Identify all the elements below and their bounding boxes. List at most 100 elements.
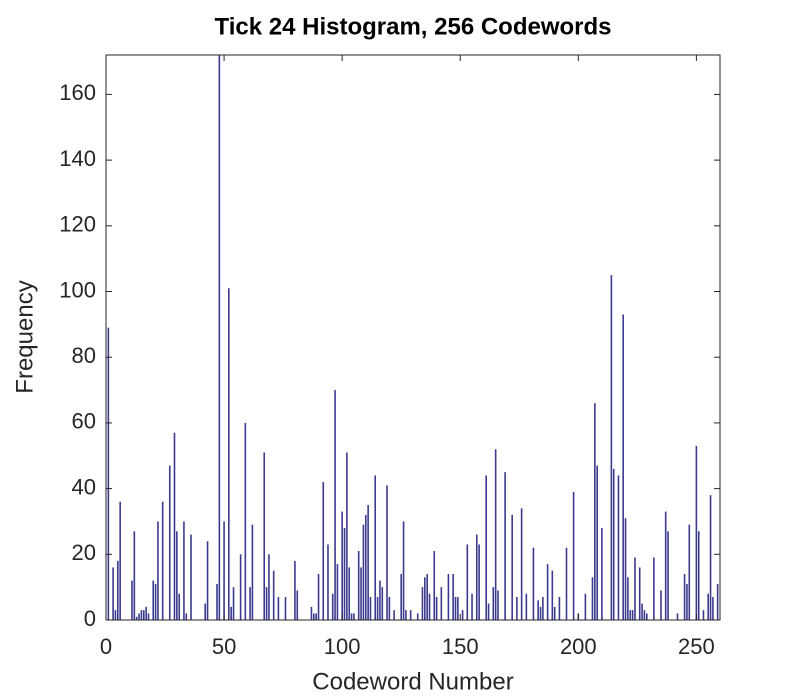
bar bbox=[664, 511, 667, 620]
bar bbox=[667, 531, 669, 620]
bar bbox=[140, 610, 143, 620]
bar bbox=[268, 554, 270, 620]
bar bbox=[565, 547, 568, 620]
bar bbox=[553, 606, 556, 620]
y-tick-label: 20 bbox=[72, 540, 96, 565]
y-tick-label: 120 bbox=[59, 212, 96, 237]
bar bbox=[707, 593, 709, 620]
bar bbox=[492, 587, 495, 620]
bar bbox=[624, 518, 627, 620]
bar bbox=[634, 557, 636, 620]
bar bbox=[676, 613, 679, 620]
x-tick-label: 150 bbox=[442, 634, 479, 659]
y-tick-label: 140 bbox=[59, 146, 96, 171]
bar bbox=[537, 600, 539, 620]
bar bbox=[218, 55, 221, 620]
bar bbox=[584, 593, 587, 620]
bar bbox=[364, 514, 367, 620]
bar bbox=[421, 587, 424, 620]
bar bbox=[138, 613, 140, 620]
bar bbox=[152, 580, 155, 620]
bar bbox=[133, 531, 136, 620]
bar bbox=[223, 521, 225, 620]
x-tick-label: 50 bbox=[212, 634, 236, 659]
bar bbox=[313, 613, 315, 620]
bar bbox=[424, 577, 426, 620]
bar bbox=[348, 567, 351, 620]
bar bbox=[112, 567, 114, 620]
chart-title: Tick 24 Histogram, 256 Codewords bbox=[214, 13, 611, 40]
bar bbox=[686, 583, 688, 620]
bar bbox=[591, 577, 594, 620]
bar bbox=[487, 603, 490, 620]
bar bbox=[381, 587, 384, 620]
bar bbox=[161, 501, 164, 620]
bar bbox=[416, 613, 419, 620]
y-axis-label: Frequency bbox=[11, 280, 38, 393]
bar bbox=[712, 597, 714, 620]
bar bbox=[178, 593, 181, 620]
bar bbox=[532, 547, 535, 620]
bar bbox=[695, 445, 698, 620]
bar bbox=[341, 511, 343, 620]
x-tick-label: 0 bbox=[100, 634, 112, 659]
bar bbox=[183, 521, 185, 620]
bar bbox=[653, 557, 655, 620]
bar bbox=[353, 613, 355, 620]
bar bbox=[638, 567, 641, 620]
bar bbox=[107, 327, 110, 620]
bar bbox=[612, 468, 615, 620]
bar bbox=[542, 597, 544, 620]
bar bbox=[350, 613, 353, 620]
bar bbox=[145, 606, 147, 620]
bar bbox=[185, 613, 188, 620]
x-tick-label: 200 bbox=[560, 634, 597, 659]
bar bbox=[643, 610, 646, 620]
bar bbox=[494, 449, 497, 620]
bar bbox=[277, 597, 280, 620]
bar bbox=[475, 534, 478, 620]
bar bbox=[265, 587, 268, 620]
bar bbox=[400, 574, 402, 620]
bar bbox=[601, 528, 603, 620]
y-tick-label: 100 bbox=[59, 277, 96, 302]
bar bbox=[516, 597, 518, 620]
y-tick-label: 0 bbox=[84, 606, 96, 631]
bar bbox=[525, 593, 528, 620]
bar bbox=[631, 610, 634, 620]
bar bbox=[228, 288, 230, 620]
bar bbox=[119, 501, 121, 620]
bar bbox=[334, 390, 336, 620]
bar bbox=[572, 491, 575, 620]
bar bbox=[409, 610, 412, 620]
bar bbox=[315, 613, 317, 620]
x-tick-label: 100 bbox=[324, 634, 361, 659]
bar bbox=[216, 583, 218, 620]
bar bbox=[343, 528, 346, 620]
bar bbox=[551, 570, 554, 620]
bar bbox=[367, 505, 369, 620]
bar bbox=[426, 574, 428, 620]
bar bbox=[645, 613, 648, 620]
bar bbox=[331, 593, 334, 620]
bar bbox=[461, 610, 464, 620]
bar bbox=[239, 554, 242, 620]
bar bbox=[379, 580, 381, 620]
bar bbox=[485, 475, 488, 620]
bar bbox=[466, 544, 469, 620]
bar bbox=[497, 590, 499, 620]
bar bbox=[622, 314, 624, 620]
bar bbox=[641, 603, 643, 620]
bar bbox=[683, 574, 686, 620]
bar bbox=[716, 583, 719, 620]
bar bbox=[435, 597, 438, 620]
bar bbox=[147, 613, 150, 620]
bar bbox=[471, 593, 473, 620]
bar bbox=[428, 593, 431, 620]
bar bbox=[336, 564, 339, 620]
bar bbox=[405, 610, 407, 620]
bar bbox=[697, 531, 700, 620]
bar bbox=[131, 580, 133, 620]
bar bbox=[190, 534, 192, 620]
